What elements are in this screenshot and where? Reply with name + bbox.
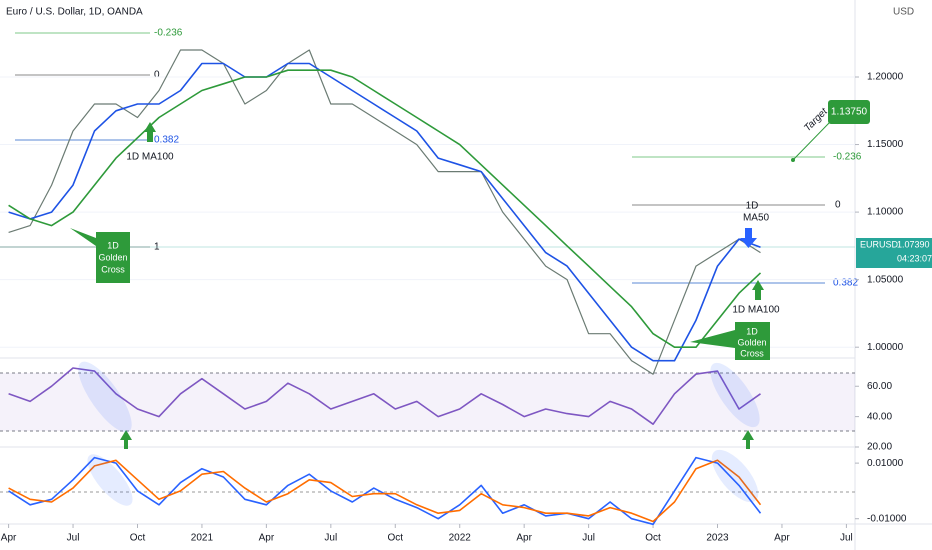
- fib-label: 0: [154, 70, 160, 81]
- annotation: 1D MA100: [732, 305, 780, 316]
- y-tick-label: 1.00000: [867, 342, 904, 353]
- y-tick-label: 0.01000: [867, 458, 904, 469]
- y-tick-label: 40.00: [867, 411, 892, 422]
- fib-label: 0: [835, 200, 841, 211]
- series-line: [8, 367, 761, 425]
- arrow-up: [144, 122, 156, 142]
- annotation: MA50: [743, 213, 770, 224]
- x-tick-label: Oct: [387, 533, 403, 544]
- target-point: [791, 158, 795, 162]
- chart-title: Euro / U.S. Dollar, 1D, OANDA: [6, 7, 143, 18]
- y-tick-label: -0.01000: [867, 513, 907, 524]
- price-tag-symbol: EURUSD: [860, 239, 899, 249]
- fib-label: -0.236: [154, 28, 183, 39]
- x-tick-label: Jul: [67, 533, 80, 544]
- y-tick-label: 1.15000: [867, 139, 904, 150]
- target-line: [792, 121, 831, 161]
- annotation: Cross: [101, 264, 125, 274]
- axis-label: USD: [893, 7, 914, 18]
- x-tick-label: Apr: [1, 533, 17, 544]
- x-tick-label: 2023: [706, 533, 729, 544]
- series-line: [8, 69, 762, 348]
- x-tick-label: Oct: [645, 533, 661, 544]
- annotation: 1D: [107, 240, 119, 250]
- y-tick-label: 20.00: [867, 442, 892, 453]
- x-tick-label: Jul: [840, 533, 853, 544]
- arrow-up: [752, 280, 764, 300]
- plot-area: 1.00000 1.05000 1.10000 1.15000 1.20000 20.00…: [0, 49, 907, 544]
- fib-label: 0.382: [154, 135, 179, 146]
- annotation: Golden: [98, 252, 127, 262]
- highlight: [710, 362, 760, 428]
- x-tick-label: Apr: [259, 533, 275, 544]
- x-tick-label: Apr: [774, 533, 790, 544]
- x-tick-label: Jul: [324, 533, 337, 544]
- arrow-down: [740, 228, 757, 248]
- x-tick-label: 2021: [191, 533, 214, 544]
- annotation: Golden: [737, 337, 766, 347]
- target-box: [828, 100, 870, 124]
- y-tick-label: 1.10000: [867, 207, 904, 218]
- y-tick-label: 60.00: [867, 381, 892, 392]
- rsi-band: [0, 373, 855, 431]
- annotation: 1D: [746, 326, 758, 336]
- price-tag-countdown: 04:23:07: [897, 253, 932, 263]
- price-tag: [856, 238, 932, 268]
- x-tick-label: 2022: [449, 533, 472, 544]
- arrow-up: [120, 430, 132, 449]
- annotation: 1D: [746, 201, 759, 212]
- x-tick-label: Jul: [582, 533, 595, 544]
- x-tick-label: Oct: [130, 533, 146, 544]
- highlight: [87, 454, 133, 506]
- y-tick-label: 1.05000: [867, 274, 904, 285]
- highlight: [78, 361, 132, 433]
- callout: [690, 322, 770, 360]
- annotation: 1.13750: [831, 107, 868, 118]
- y-tick-label: 1.20000: [867, 72, 904, 83]
- fib-label: 0.382: [833, 278, 858, 289]
- arrow-up: [742, 430, 754, 449]
- series-line: [8, 49, 761, 375]
- series-line: [8, 62, 761, 362]
- price-tag-price: 1.07390: [897, 239, 930, 249]
- fib-label: -0.236: [833, 152, 862, 163]
- highlight: [711, 449, 759, 503]
- series-line: [8, 459, 762, 523]
- annotation: Cross: [740, 348, 764, 358]
- x-tick-label: Apr: [516, 533, 532, 544]
- annotation: 1D MA100: [126, 152, 174, 163]
- callout: [70, 228, 130, 283]
